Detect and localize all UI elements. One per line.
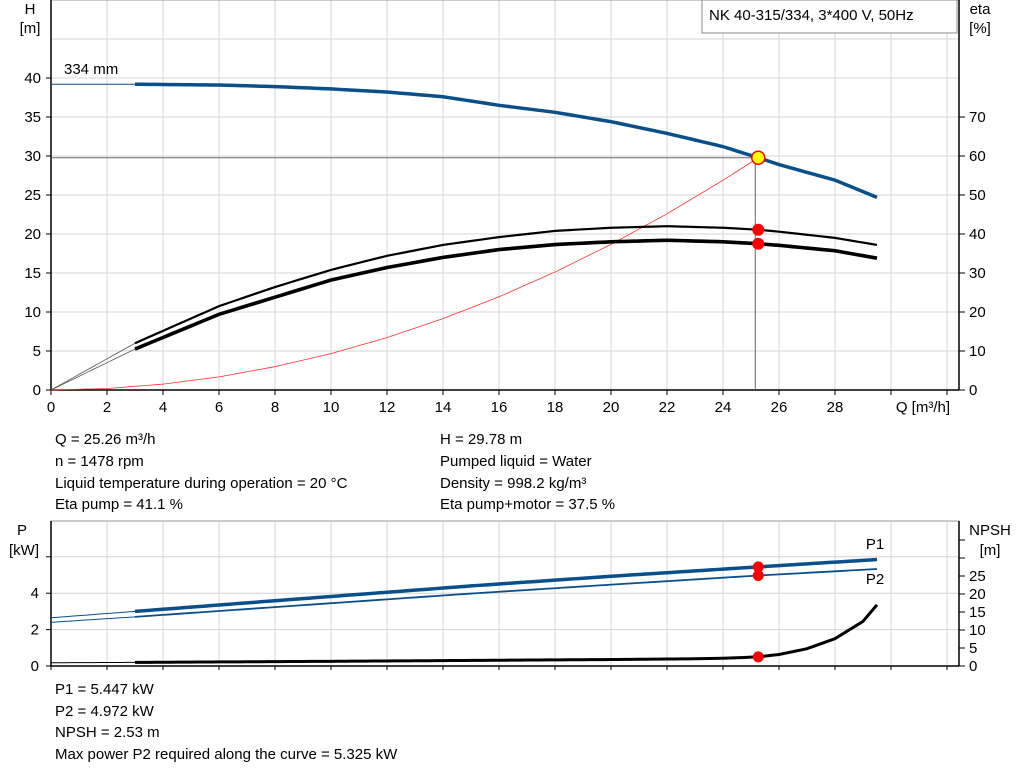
x-tick-label: 20 (603, 399, 620, 416)
y-right-axis-title: NPSH (969, 522, 1011, 539)
p2-label: P2 (866, 571, 884, 588)
x-tick-label: 6 (215, 399, 223, 416)
y-tick-label: 40 (24, 70, 41, 87)
y-tick-label: 5 (33, 343, 41, 360)
y-tick-label: 10 (24, 304, 41, 321)
y-tick-label: 15 (24, 265, 41, 282)
y-right-tick-label: 10 (969, 343, 986, 360)
y-axis-title: H (25, 1, 36, 18)
info-liquid: Pumped liquid = Water (440, 453, 592, 470)
info-eta-pump: Eta pump = 41.1 % (55, 496, 183, 513)
y-tick-label: 35 (24, 109, 41, 126)
y-right-tick-label: 20 (969, 304, 986, 321)
system-curve (50, 157, 759, 391)
y-right-tick-label: 40 (969, 226, 986, 243)
y-axis-title: P (17, 522, 27, 539)
y-right-tick-label: 70 (969, 109, 986, 126)
y-right-tick-label: 15 (969, 604, 986, 621)
p2-curve-extrapolated (50, 616, 136, 623)
h-curve (134, 82, 878, 199)
x-tick-label: 10 (323, 399, 340, 416)
y-tick-label: 0 (33, 382, 41, 399)
eta-total-curve (134, 238, 878, 351)
y-right-tick-label: 30 (969, 265, 986, 282)
y-tick-label: 20 (24, 226, 41, 243)
duty-point-marker (751, 150, 766, 165)
y-tick-label: 0 (31, 658, 39, 675)
p1-label: P1 (866, 536, 884, 553)
x-axis-title: Q [m³/h] (896, 399, 950, 416)
y-tick-label: 30 (24, 148, 41, 165)
eta-pump-duty-marker (752, 223, 765, 236)
eta-pump-curve-extrapolated (50, 342, 136, 391)
title-box (701, 0, 958, 34)
curve-label: 334 mm (64, 61, 118, 78)
x-tick-label: 18 (547, 399, 564, 416)
p1-curve-extrapolated (50, 610, 136, 619)
p2-duty-marker (752, 570, 764, 582)
x-tick-label: 24 (715, 399, 732, 416)
eta-total-curve-extrapolated (50, 348, 136, 391)
y-axis-unit: [m] (20, 20, 41, 37)
y-axis-unit: [kW] (9, 542, 39, 559)
info-speed: n = 1478 rpm (55, 453, 144, 470)
y-right-tick-label: 5 (969, 640, 977, 657)
info-p2: P2 = 4.972 kW (55, 703, 154, 720)
p1-duty-marker (752, 561, 764, 573)
info-npsh: NPSH = 2.53 m (55, 724, 160, 741)
info-h: H = 29.78 m (440, 431, 523, 448)
npsh-curve (134, 603, 879, 664)
y-right-axis-unit: [%] (969, 20, 991, 37)
info-temperature: Liquid temperature during operation = 20… (55, 475, 348, 492)
x-tick-label: 8 (271, 399, 279, 416)
eta-total-duty-marker (752, 237, 765, 250)
info-density: Density = 998.2 kg/m³ (440, 475, 587, 492)
npsh-duty-marker (752, 651, 764, 663)
p1-curve (134, 557, 878, 614)
y-tick-label: 25 (24, 187, 41, 204)
y-right-tick-label: 0 (969, 382, 977, 399)
info-max-p2: Max power P2 required along the curve = … (55, 746, 398, 763)
x-tick-label: 28 (827, 399, 844, 416)
x-tick-label: 12 (379, 399, 396, 416)
y-tick-label: 2 (31, 622, 39, 639)
chart-title: NK 40-315/334, 3*400 V, 50Hz (709, 7, 914, 24)
y-right-tick-label: 50 (969, 187, 986, 204)
info-eta-total: Eta pump+motor = 37.5 % (440, 496, 616, 513)
info-p1: P1 = 5.447 kW (55, 681, 154, 698)
x-tick-label: 26 (771, 399, 788, 416)
info-q: Q = 25.26 m³/h (55, 431, 156, 448)
y-tick-label: 4 (31, 585, 39, 602)
y-right-axis-title: eta (970, 1, 992, 18)
y-right-tick-label: 10 (969, 622, 986, 639)
y-right-tick-label: 20 (969, 586, 986, 603)
x-tick-label: 2 (103, 399, 111, 416)
x-tick-label: 14 (435, 399, 452, 416)
y-right-tick-label: 0 (969, 658, 977, 675)
x-tick-label: 16 (491, 399, 508, 416)
x-tick-label: 22 (659, 399, 676, 416)
x-tick-label: 4 (159, 399, 167, 416)
y-right-tick-label: 60 (969, 148, 986, 165)
y-right-tick-label: 25 (969, 568, 986, 585)
x-tick-label: 0 (47, 399, 55, 416)
y-right-axis-unit: [m] (980, 542, 1001, 559)
